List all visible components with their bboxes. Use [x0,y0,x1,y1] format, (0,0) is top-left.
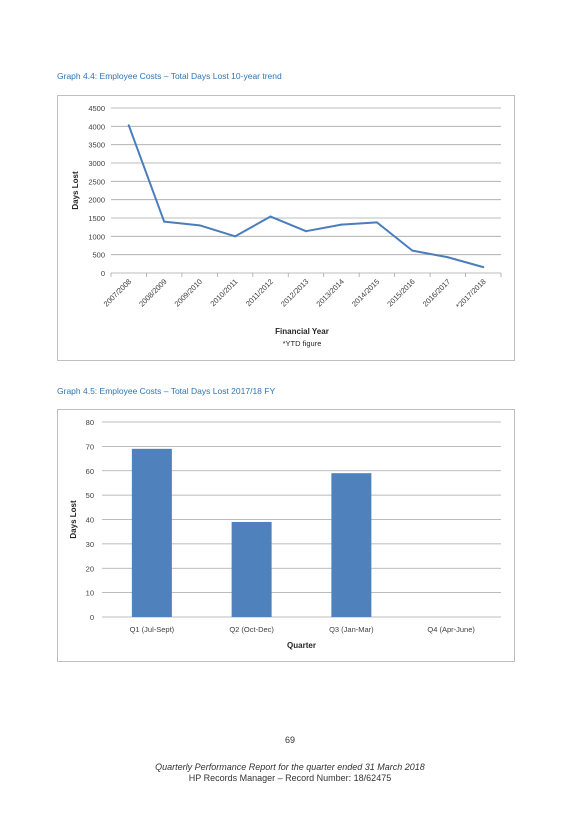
y-tick-label: 2000 [88,196,105,205]
y-tick-label: 50 [86,491,94,500]
y-tick-label: 70 [86,442,94,451]
footer-report-title: Quarterly Performance Report for the qua… [155,762,425,772]
data-point [127,124,130,127]
data-point [340,223,343,226]
page-number: 69 [284,735,295,745]
y-tick-label: 4500 [88,104,105,113]
footer-record-number: HP Records Manager – Record Number: 18/6… [188,773,392,783]
y-tick-label: 40 [86,516,94,525]
y-tick-label: 10 [86,589,94,598]
data-point [269,215,272,218]
x-tick-label: 2010/2011 [208,277,239,308]
y-tick-label: 60 [86,467,94,476]
graph-4-5-heading: Graph 4.5: Employee Costs – Total Days L… [57,386,276,396]
x-tick-label: 2011/2012 [244,277,275,308]
y-tick-label: 500 [92,251,105,260]
x-tick-label: Q3 (Jan-Mar) [329,625,374,634]
y-tick-label: 30 [86,540,94,549]
y-tick-label: 20 [86,564,94,573]
y-tick-label: 1500 [88,214,105,223]
y-tick-label: 80 [86,418,94,427]
data-point [234,235,237,238]
x-tick-label: 2009/2010 [173,277,204,308]
x-tick-label: 2013/2014 [314,277,345,308]
data-point [446,256,449,259]
bar [331,473,372,617]
bar-chart-panel: 0 10 20 30 40 50 60 70 80 Q1 (Jul-Sept) Q2 (Oct-De… [57,409,515,662]
x-tick-label: 2008/2009 [137,277,168,308]
x-axis-title: Quarter [287,641,316,650]
ytd-footnote: *YTD figure [283,339,322,348]
data-point [375,221,378,224]
y-tick-label: 3000 [88,159,105,168]
x-tick-label: 2016/2017 [421,277,452,308]
data-point [411,249,414,252]
x-axis-title: Financial Year [275,327,329,336]
y-axis-title: Days Lost [69,500,78,539]
graph-4-4-heading: Graph 4.4: Employee Costs – Total Days L… [57,71,282,81]
data-point [482,266,485,269]
data-point [198,224,201,227]
bar [231,521,272,617]
x-tick-label: 2012/2013 [279,277,310,308]
x-tick-label: Q2 (Oct-Dec) [229,625,274,634]
data-point [305,230,307,233]
y-tick-label: 2500 [88,177,105,186]
y-tick-label: 0 [90,613,94,622]
data-point [163,220,166,223]
line-chart: 0 500 1000 1500 2000 2500 3000 3500 4000 4500 2007… [71,104,502,348]
x-tick-label: 2007/2008 [102,277,133,308]
y-tick-label: 4000 [88,122,105,131]
bar [131,448,172,617]
x-tick-label: 2015/2016 [385,277,416,308]
x-tick-label: 2014/2015 [350,277,381,308]
bar-chart: 0 10 20 30 40 50 60 70 80 Q1 (Jul-Sept) Q2 (Oct-De… [69,418,501,650]
line-chart-panel: 0 500 1000 1500 2000 2500 3000 3500 4000 4500 2007… [57,95,515,361]
days-lost-series-line [127,124,484,269]
x-tick-label: Q1 (Jul-Sept) [130,625,175,634]
y-tick-label: 1000 [88,232,105,241]
x-tick-label: Q4 (Apr-June) [427,625,475,634]
y-axis-title: Days Lost [71,171,80,210]
x-tick-label: *2017/2018 [454,277,487,310]
y-tick-label: 3500 [88,141,105,150]
y-tick-label: 0 [101,269,105,278]
